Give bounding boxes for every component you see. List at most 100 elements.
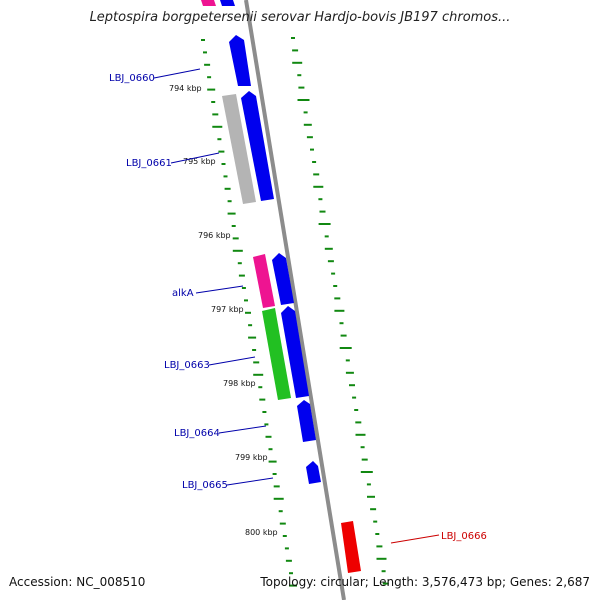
gene-label[interactable]: LBJ_0666 — [441, 531, 487, 542]
gc-skew-mark — [303, 111, 308, 114]
gc-skew-mark — [268, 460, 277, 463]
kbp-tick-label: 796 kbp — [198, 231, 231, 240]
gc-skew-track — [201, 37, 389, 587]
gene-label-leader — [170, 152, 220, 164]
gc-skew-mark — [333, 285, 338, 287]
gc-skew-mark — [354, 409, 359, 411]
gc-skew-mark — [310, 148, 314, 151]
gc-skew-mark — [207, 88, 216, 91]
gene-label[interactable]: LBJ_0663 — [164, 360, 210, 371]
gc-skew-mark — [334, 309, 345, 312]
cds-arrow-lbj-0664 — [297, 400, 316, 442]
cds-arrow-lbj-0663 — [281, 306, 309, 398]
gc-skew-mark — [352, 396, 357, 399]
map-title: Leptospira borgpetersenii serovar Hardjo… — [89, 10, 511, 25]
gc-skew-mark — [212, 113, 219, 116]
gene-block-lbj-0663-green — [262, 308, 291, 400]
gc-skew-mark — [253, 361, 260, 364]
kbp-tick-label: 797 kbp — [211, 305, 244, 314]
gc-skew-mark — [279, 522, 286, 525]
gc-skew-mark — [258, 386, 263, 389]
feature-track — [201, 0, 361, 573]
gc-skew-mark — [284, 547, 289, 550]
gc-skew-mark — [306, 136, 313, 139]
gc-skew-mark — [339, 347, 352, 349]
gc-skew-mark — [298, 86, 305, 89]
gene-block-lbj-0666-red — [341, 521, 361, 573]
gene-label-leader — [218, 425, 267, 434]
gene-label[interactable]: LBJ_0661 — [126, 158, 172, 169]
gene-label[interactable]: LBJ_0664 — [174, 428, 220, 439]
gc-skew-mark — [370, 508, 377, 511]
gene-label-leader — [390, 534, 440, 544]
pseudo-block-lbj-0661 — [222, 94, 256, 204]
gc-skew-mark — [232, 237, 239, 240]
gc-skew-mark — [282, 535, 287, 537]
gc-skew-mark — [292, 49, 299, 52]
gene-label-leader — [226, 477, 274, 486]
gc-skew-mark — [252, 349, 257, 351]
gc-skew-mark — [339, 322, 344, 325]
gc-skew-mark — [318, 223, 331, 225]
gc-skew-mark — [273, 485, 280, 488]
kbp-tick-label: 794 kbp — [169, 84, 202, 93]
gc-skew-mark — [376, 557, 387, 560]
kbp-tick-label: 800 kbp — [245, 528, 278, 537]
kbp-ticks: 794 kbp 795 kbp 796 kbp 797 kbp 798 kbp 799 k… — [169, 84, 278, 537]
gc-skew-mark — [227, 200, 232, 203]
gc-skew-mark — [324, 247, 333, 250]
gc-skew-mark — [244, 299, 248, 302]
gene-label-leader — [153, 68, 201, 79]
gc-skew-mark — [238, 274, 245, 277]
gc-skew-mark — [262, 411, 267, 413]
gc-skew-mark — [259, 398, 266, 401]
gc-skew-mark — [366, 483, 371, 486]
gc-skew-mark — [224, 187, 231, 190]
gc-skew-mark — [349, 384, 355, 387]
gc-skew-mark — [319, 210, 326, 213]
gc-skew-mark — [318, 198, 323, 201]
kbp-tick-label: 799 kbp — [235, 453, 268, 462]
gc-skew-mark — [382, 582, 389, 585]
gc-skew-mark — [204, 63, 211, 66]
gc-skew-mark — [312, 161, 317, 163]
gc-skew-mark — [268, 448, 273, 451]
gc-skew-mark — [273, 497, 284, 500]
gene-label[interactable]: LBJ_0665 — [182, 480, 228, 491]
gc-skew-mark — [327, 260, 334, 263]
gc-skew-mark — [253, 373, 264, 376]
gc-skew-mark — [367, 495, 375, 498]
gc-skew-mark — [331, 272, 336, 275]
kbp-tick-label: 795 kbp — [183, 157, 216, 166]
gene-label[interactable]: alkA — [172, 288, 194, 299]
gc-skew-mark — [297, 74, 302, 77]
gene-label[interactable]: LBJ_0660 — [109, 73, 155, 84]
gc-skew-mark — [345, 371, 354, 374]
gc-skew-mark — [291, 37, 295, 39]
gc-skew-mark — [211, 101, 216, 103]
gc-skew-mark — [376, 545, 383, 548]
gc-skew-mark — [272, 473, 277, 475]
gc-skew-mark — [241, 287, 246, 289]
gc-skew-mark — [221, 163, 226, 165]
gene-label-leader — [208, 356, 256, 366]
accession-text: Accession: NC_008510 — [9, 575, 146, 589]
gene-block-top-pink — [201, 0, 216, 6]
gc-skew-mark — [360, 471, 373, 473]
genome-backbone — [244, 0, 346, 600]
gc-skew-mark — [278, 510, 283, 513]
gc-skew-mark — [289, 572, 293, 575]
gc-skew-mark — [355, 421, 362, 424]
gene-block-top-blue — [220, 0, 235, 6]
genome-stats-text: Topology: circular; Length: 3,576,473 bp… — [260, 575, 590, 589]
gc-skew-mark — [201, 39, 205, 41]
gc-skew-mark — [207, 76, 212, 79]
gc-skew-mark — [324, 235, 329, 238]
gc-skew-mark — [313, 173, 320, 176]
gc-skew-mark — [248, 324, 253, 327]
cds-arrow-lbj-0661 — [241, 91, 274, 201]
kbp-tick-label: 798 kbp — [223, 379, 256, 388]
gc-skew-mark — [375, 533, 380, 535]
gc-skew-mark — [303, 123, 312, 126]
